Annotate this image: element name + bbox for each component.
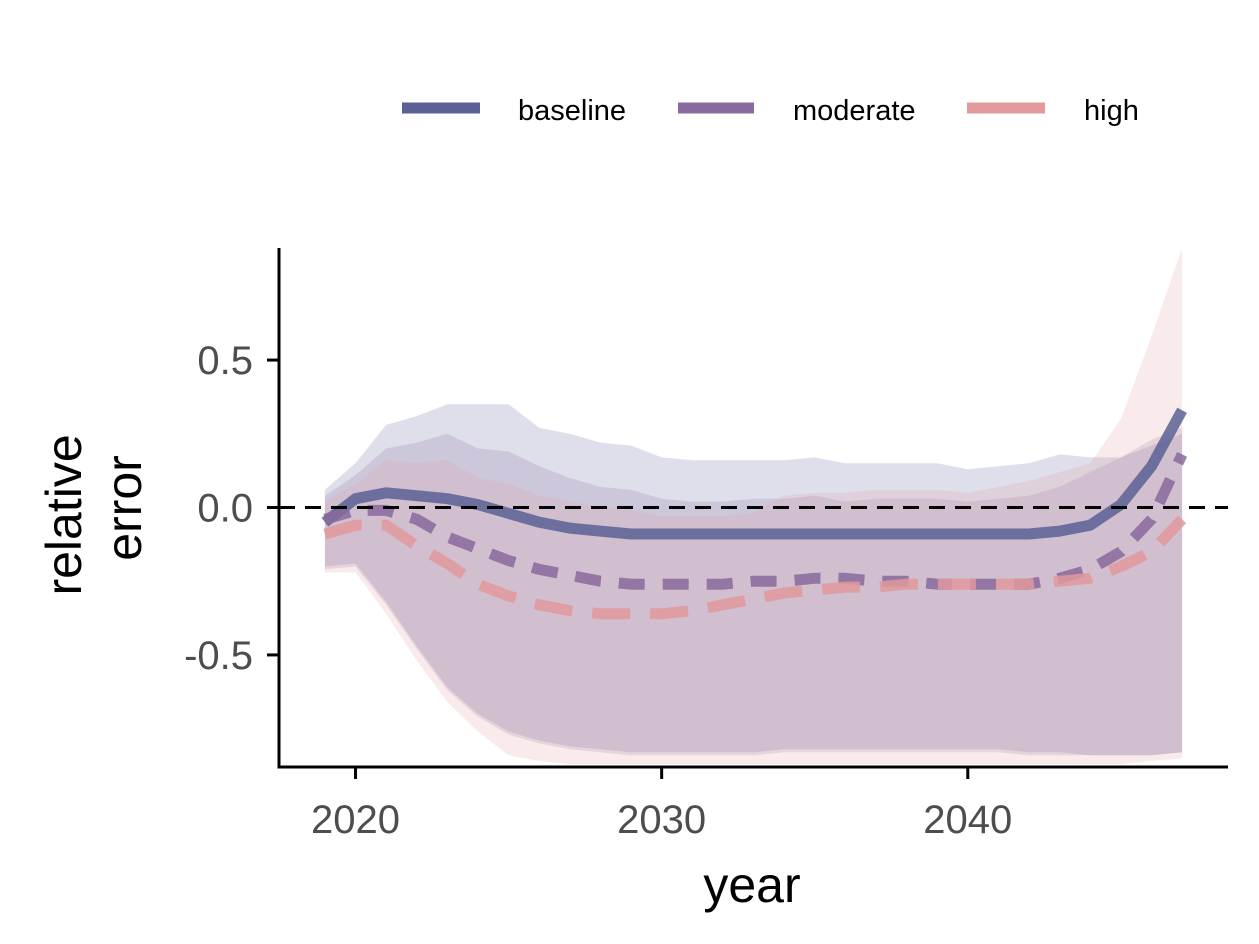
y-axis-title-line-2: error — [96, 455, 152, 561]
y-axis-title-line-1: relative — [36, 434, 92, 595]
legend: baseline moderate high — [402, 95, 1139, 127]
legend-label-moderate: moderate — [793, 95, 916, 127]
band-moderate — [324, 427, 1183, 756]
x-tick-label: 2020 — [311, 798, 400, 842]
y-tick-label: 0.5 — [197, 339, 253, 383]
y-axis-title: relative error — [36, 420, 152, 595]
band-high — [324, 248, 1183, 765]
y-tick-label: -0.5 — [184, 634, 253, 678]
x-tick-label: 2030 — [617, 798, 706, 842]
series-lines — [321, 407, 1188, 620]
legend-label-baseline: baseline — [518, 95, 626, 127]
legend-label-high: high — [1084, 95, 1139, 127]
x-tick-label: 2040 — [923, 798, 1012, 842]
series-line-baseline — [321, 407, 1187, 540]
series-line-moderate — [323, 452, 1188, 590]
x-axis-title: year — [703, 857, 800, 913]
y-ticks: 0.5 0.0 -0.5 — [184, 339, 279, 678]
y-tick-label: 0.0 — [197, 487, 253, 531]
x-ticks: 2020 2030 2040 — [311, 767, 1012, 842]
